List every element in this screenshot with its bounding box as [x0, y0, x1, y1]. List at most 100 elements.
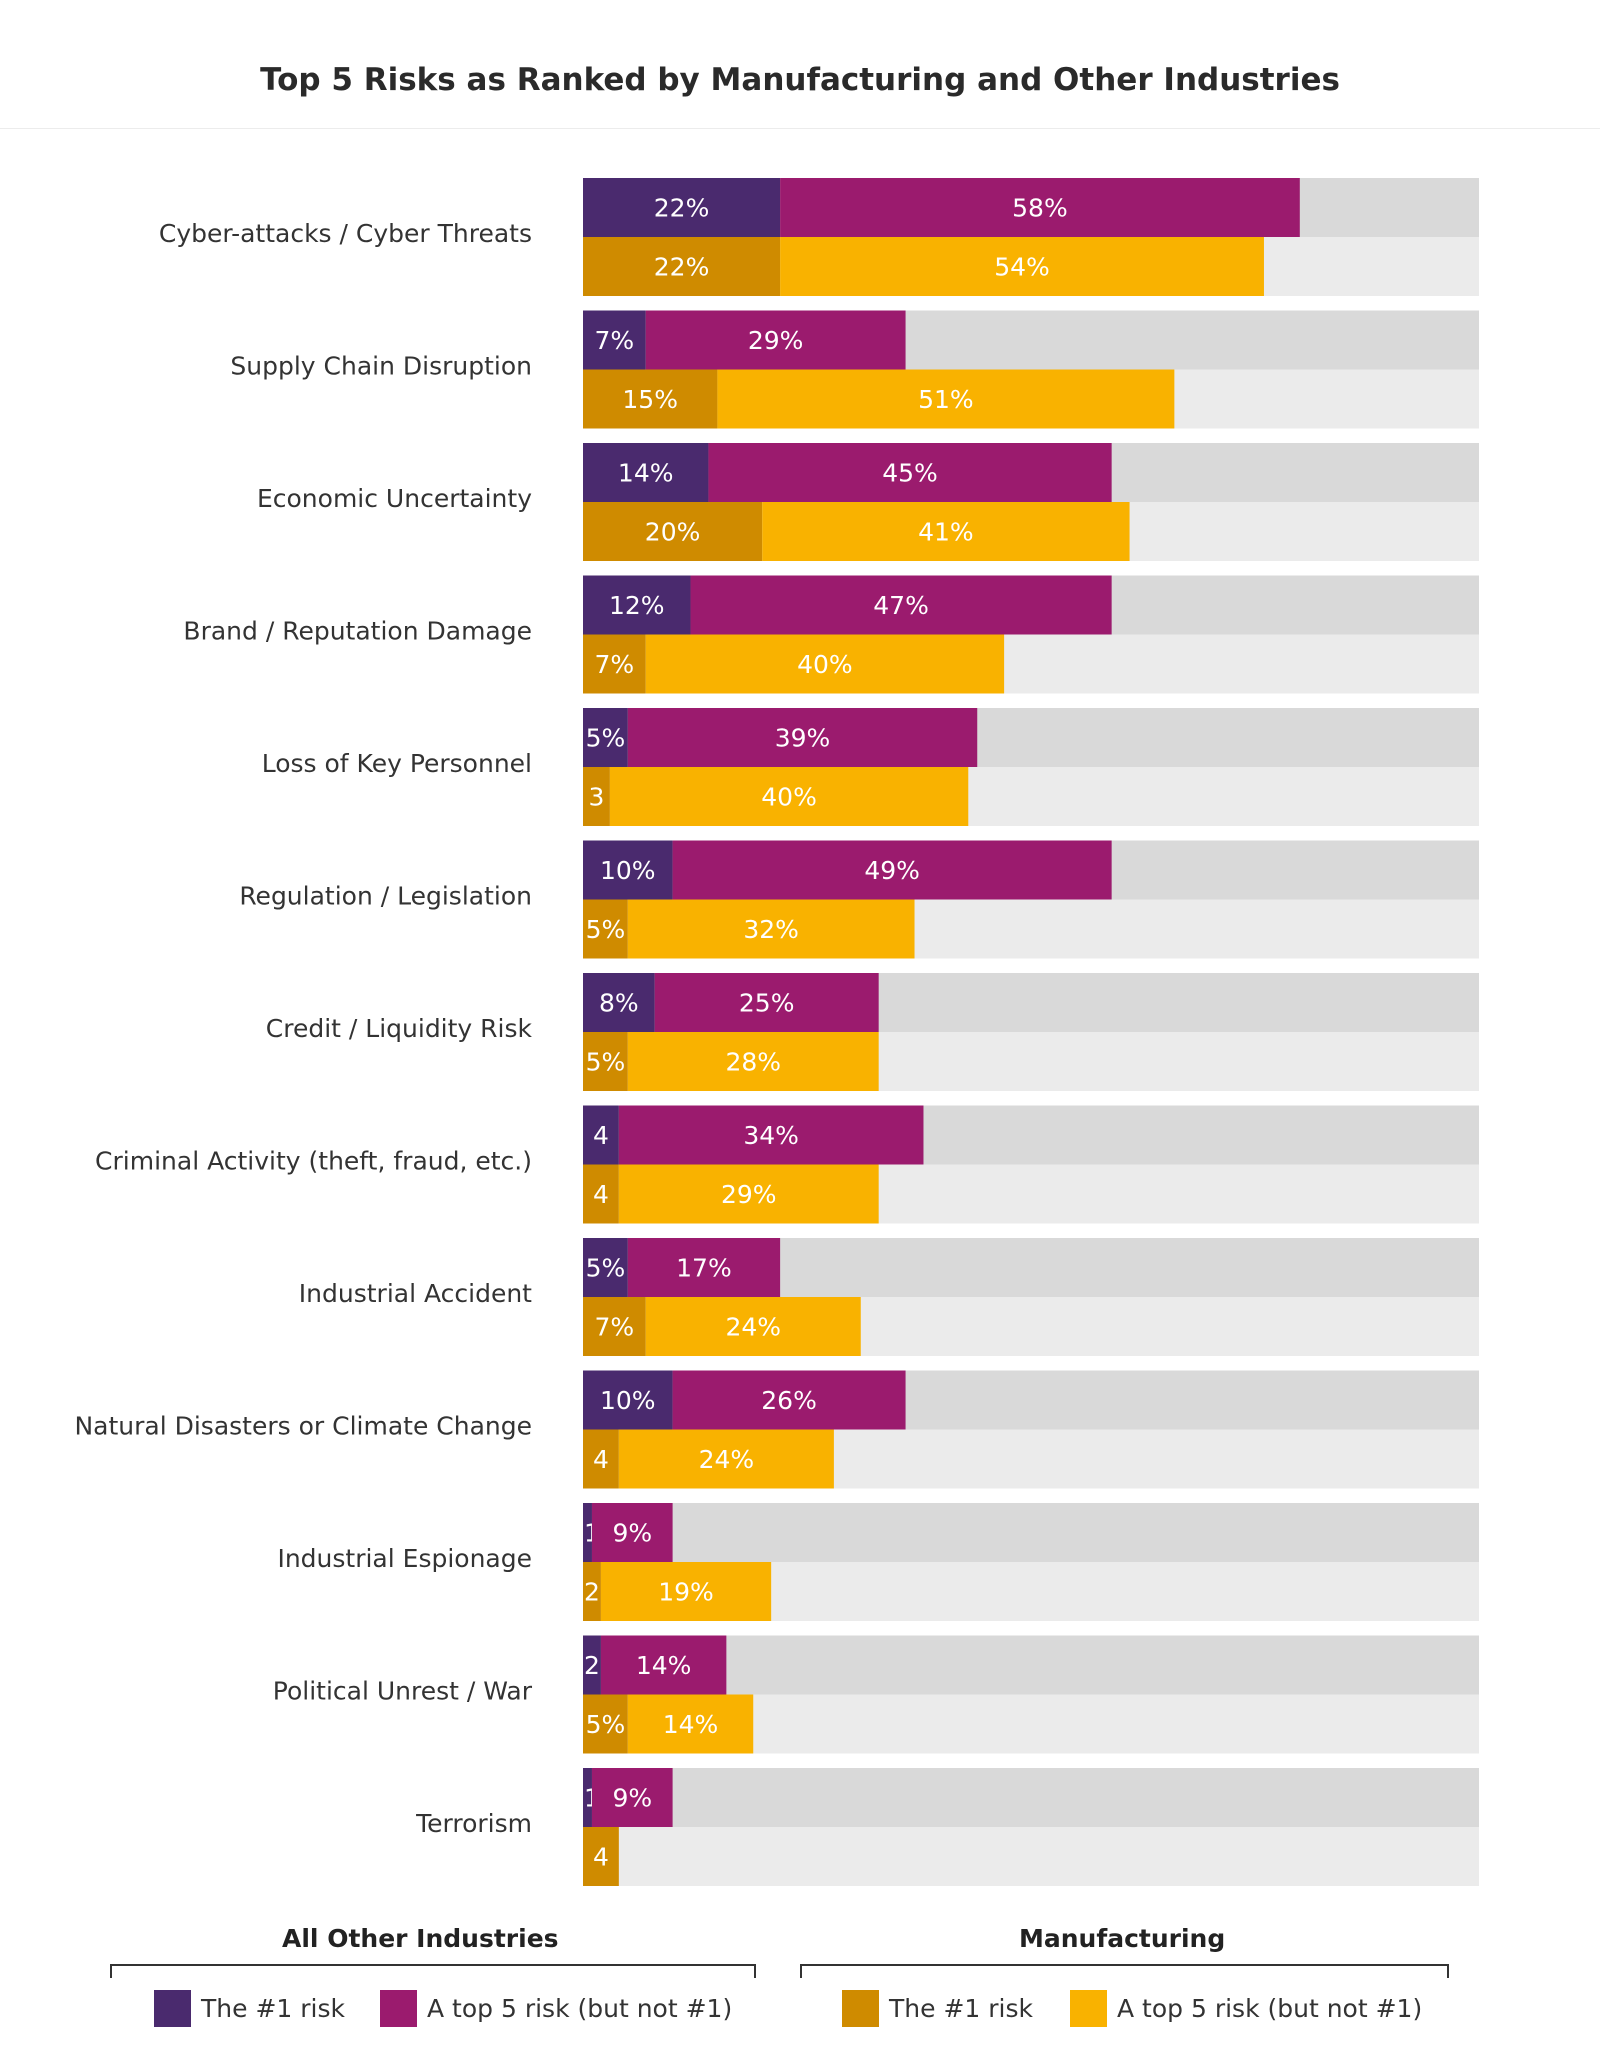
bar-value-label: 47% — [873, 591, 929, 620]
bar-value-label: 14% — [663, 1710, 719, 1739]
bar-track — [583, 1768, 1479, 1827]
bar-segment — [654, 973, 879, 1032]
bar-value-label: 4 — [593, 1180, 609, 1209]
bar-value-label: 14% — [618, 459, 674, 488]
bar-segment — [583, 502, 763, 561]
bar-segment — [780, 237, 1264, 296]
bar-value-label: 45% — [882, 459, 938, 488]
bar-segment — [609, 767, 969, 826]
bar-segment — [583, 899, 628, 959]
category-label: Economic Uncertainty — [257, 484, 532, 513]
bar-segment — [583, 767, 610, 826]
title-divider — [0, 128, 1600, 129]
bar-segment — [672, 1370, 906, 1430]
legend-item-other-number-one: The #1 risk — [154, 1990, 345, 2027]
bar-value-label: 7% — [595, 326, 635, 355]
chart-title: Top 5 Risks as Ranked by Manufacturing a… — [260, 62, 1340, 98]
bar-segment — [583, 1503, 592, 1562]
bar-segment — [708, 443, 1112, 502]
bar-segment — [583, 178, 781, 237]
legend-group-title-other: All Other Industries — [282, 1924, 559, 1953]
legend-label-other-number-one: The #1 risk — [201, 1994, 345, 2023]
bar-segment — [627, 1238, 781, 1297]
legend-item-manufacturing-number-one: The #1 risk — [842, 1990, 1033, 2027]
category-label: Political Unrest / War — [273, 1677, 533, 1706]
bar-segment — [618, 1429, 834, 1489]
bar-value-label: 5% — [586, 1048, 626, 1077]
bar-value-label: 49% — [864, 856, 920, 885]
bar-value-label: 3 — [588, 783, 604, 812]
bar-segment — [583, 1827, 619, 1886]
bar-value-label: 4 — [593, 1121, 609, 1150]
bar-value-label: 4 — [593, 1843, 609, 1872]
bar-value-label: 24% — [699, 1445, 755, 1474]
bar-segment — [583, 708, 628, 767]
bar-segment — [627, 1032, 879, 1091]
legend-item-manufacturing-top-five: A top 5 risk (but not #1) — [1070, 1990, 1422, 2027]
legend-swatch-other-number-one — [154, 1990, 191, 2027]
category-label: Regulation / Legislation — [239, 882, 532, 911]
bar-value-label: 7% — [595, 1313, 635, 1342]
legend-label-manufacturing-number-one: The #1 risk — [889, 1994, 1033, 2023]
bar-value-label: 40% — [797, 650, 853, 679]
bar-segment — [618, 1105, 924, 1165]
bar-value-label: 25% — [739, 989, 795, 1018]
bar-segment — [583, 1105, 619, 1165]
bar-value-label: 9% — [612, 1784, 652, 1813]
bar-value-label: 28% — [725, 1048, 781, 1077]
bar-value-label: 29% — [721, 1180, 777, 1209]
bar-value-label: 17% — [676, 1254, 732, 1283]
bar-value-label: 10% — [600, 1386, 656, 1415]
bar-value-label: 20% — [645, 518, 701, 547]
legend-group-title-manufacturing: Manufacturing — [1019, 1924, 1226, 1953]
bar-segment — [583, 443, 709, 502]
bar-value-label: 8% — [599, 989, 639, 1018]
bar-segment — [645, 310, 906, 370]
bar-segment — [690, 575, 1112, 635]
bar-segment — [583, 237, 781, 296]
bar-value-label: 40% — [761, 783, 817, 812]
legend-item-other-top-five: A top 5 risk (but not #1) — [380, 1990, 732, 2027]
legend-bracket-manufacturing — [800, 1964, 1449, 1978]
bar-segment — [645, 1297, 861, 1356]
legend-label-other-top-five: A top 5 risk (but not #1) — [427, 1994, 733, 2023]
category-label: Loss of Key Personnel — [262, 749, 532, 778]
bar-value-label: 39% — [775, 724, 831, 753]
bar-segment — [583, 1032, 628, 1091]
category-label: Criminal Activity (theft, fraud, etc.) — [95, 1147, 532, 1176]
bar-segment — [627, 899, 915, 959]
bar-segment — [600, 1635, 727, 1695]
bar-value-label: 5% — [586, 1254, 626, 1283]
bar-value-label: 22% — [654, 253, 710, 282]
bar-value-label: 29% — [748, 326, 804, 355]
bar-segment — [600, 1562, 772, 1621]
category-label: Terrorism — [415, 1809, 532, 1838]
category-label: Supply Chain Disruption — [230, 352, 532, 381]
bar-segment — [583, 973, 655, 1032]
bar-segment — [583, 1297, 646, 1356]
category-label: Credit / Liquidity Risk — [266, 1014, 533, 1043]
bar-value-label: 5% — [586, 915, 626, 944]
bar-segment — [583, 1164, 619, 1224]
bar-value-label: 19% — [658, 1578, 714, 1607]
bar-value-label: 26% — [761, 1386, 817, 1415]
bar-value-label: 41% — [918, 518, 974, 547]
bar-value-label: 9% — [612, 1519, 652, 1548]
bar-value-label: 5% — [586, 724, 626, 753]
bar-value-label: 5% — [586, 1710, 626, 1739]
bar-value-label: 10% — [600, 856, 656, 885]
bar-segment — [583, 310, 646, 370]
bar-segment — [583, 1694, 628, 1754]
legend-swatch-manufacturing-number-one — [842, 1990, 879, 2027]
bar-segment — [591, 1768, 673, 1827]
bar-value-label: 58% — [1012, 194, 1068, 223]
bar-value-label: 51% — [918, 385, 974, 414]
bar-value-label: 24% — [725, 1313, 781, 1342]
bar-segment — [583, 840, 673, 900]
legend-bracket-other — [110, 1964, 756, 1978]
bar-track — [583, 1503, 1479, 1562]
category-label: Industrial Espionage — [277, 1544, 532, 1573]
bar-value-label: 54% — [994, 253, 1050, 282]
bar-segment — [583, 1768, 592, 1827]
bar-value-label: 2 — [584, 1578, 600, 1607]
